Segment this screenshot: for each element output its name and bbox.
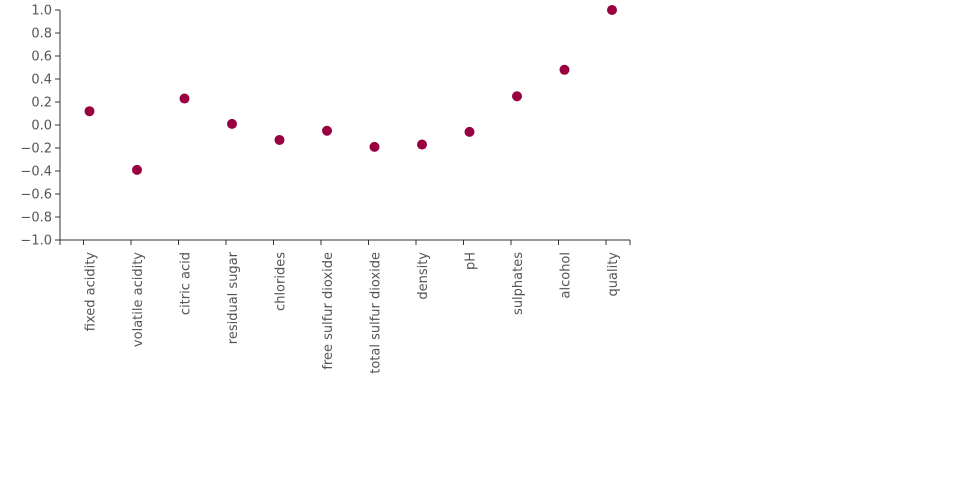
y-axis: 1.0 0.8 0.6 0.4 0.2 0.0 −0.2 −0.4 −0.6 −0.8 −1.0 xyxy=(20,4,61,249)
data-point xyxy=(559,64,570,75)
y-tick-label: −1.0 xyxy=(20,234,52,249)
y-tick-label: 0.4 xyxy=(31,73,52,88)
y-tick-label: −0.8 xyxy=(20,211,52,226)
data-point xyxy=(607,5,617,15)
y-tick-label: 0.2 xyxy=(31,96,52,111)
x-tick-label: fixed acidity xyxy=(84,252,99,332)
data-point xyxy=(464,126,475,137)
x-tick-label: quality xyxy=(606,252,621,297)
data-points xyxy=(84,5,617,175)
y-tick-label: −0.6 xyxy=(20,188,52,203)
y-tick-label: 0.6 xyxy=(31,50,52,65)
data-point xyxy=(369,141,380,152)
data-point xyxy=(417,139,427,150)
y-tick-label: −0.4 xyxy=(20,165,52,180)
y-tick-label: 1.0 xyxy=(31,4,52,19)
x-tick-label: sulphates xyxy=(511,252,526,315)
x-tick-label: citric acid xyxy=(179,252,194,315)
data-point xyxy=(179,93,190,104)
x-tick-label: residual sugar xyxy=(226,251,241,344)
x-tick-label: total sulfur dioxide xyxy=(369,252,384,374)
data-point xyxy=(274,134,285,145)
y-tick-label: −0.2 xyxy=(20,142,52,157)
x-tick-label: volatile acidity xyxy=(131,252,146,347)
x-tick-label: density xyxy=(416,252,431,300)
x-tick-label: free sulfur dioxide xyxy=(321,252,336,370)
data-point xyxy=(132,164,142,175)
data-point xyxy=(84,106,95,117)
x-tick-label: alcohol xyxy=(559,252,574,298)
y-tick-label: 0.0 xyxy=(31,119,52,134)
x-axis: fixed acidity volatile acidity citric acid… xyxy=(59,239,631,374)
data-point xyxy=(322,125,332,136)
x-tick-label: chlorides xyxy=(274,252,289,311)
y-tick-label: 0.8 xyxy=(31,27,52,42)
x-tick-label: pH xyxy=(464,252,479,270)
data-point xyxy=(512,91,522,102)
data-point xyxy=(227,118,237,129)
